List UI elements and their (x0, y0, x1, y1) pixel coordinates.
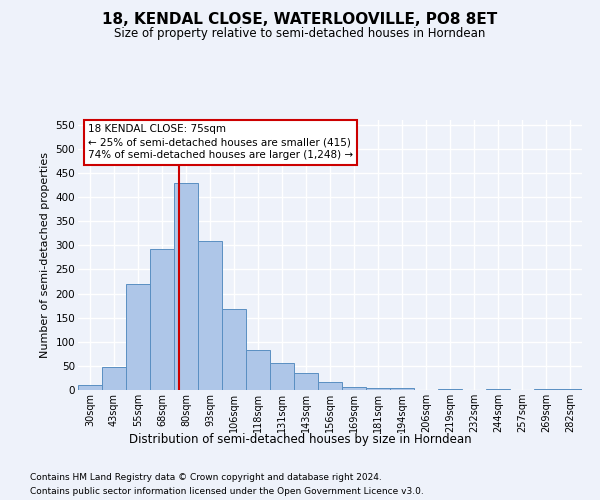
Bar (222, 309, 246, 390)
Text: 18 KENDAL CLOSE: 75sqm
← 25% of semi-detached houses are smaller (415)
74% of se: 18 KENDAL CLOSE: 75sqm ← 25% of semi-det… (88, 124, 353, 160)
Bar (126, 284, 150, 390)
Bar (198, 240, 222, 390)
Bar (102, 367, 126, 390)
Text: Contains HM Land Registry data © Crown copyright and database right 2024.: Contains HM Land Registry data © Crown c… (30, 472, 382, 482)
Bar (318, 382, 342, 390)
Y-axis label: Number of semi-detached properties: Number of semi-detached properties (40, 152, 50, 358)
Bar (390, 388, 414, 390)
Bar (366, 388, 390, 390)
Bar (246, 350, 270, 390)
Bar (150, 249, 174, 390)
Bar (78, 385, 102, 390)
Bar (438, 388, 462, 390)
Text: Contains public sector information licensed under the Open Government Licence v3: Contains public sector information licen… (30, 488, 424, 496)
Bar (486, 389, 510, 390)
Bar (294, 373, 318, 390)
Text: Distribution of semi-detached houses by size in Horndean: Distribution of semi-detached houses by … (128, 432, 472, 446)
Bar (174, 182, 198, 390)
Bar (342, 386, 366, 390)
Bar (534, 389, 558, 390)
Text: 18, KENDAL CLOSE, WATERLOOVILLE, PO8 8ET: 18, KENDAL CLOSE, WATERLOOVILLE, PO8 8ET (103, 12, 497, 28)
Bar (270, 362, 294, 390)
Text: Size of property relative to semi-detached houses in Horndean: Size of property relative to semi-detach… (115, 28, 485, 40)
Bar (558, 388, 582, 390)
